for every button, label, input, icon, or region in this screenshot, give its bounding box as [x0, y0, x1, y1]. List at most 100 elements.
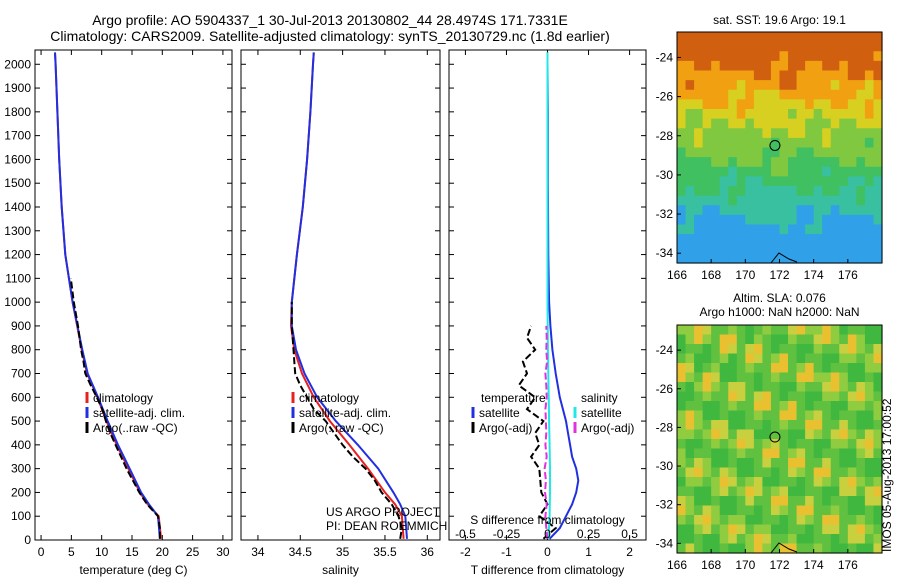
y-tick-label: 0: [24, 533, 31, 547]
heatmap-cell: [864, 89, 875, 100]
heatmap-cell: [813, 51, 823, 62]
heatmap-cell: [728, 137, 738, 149]
heatmap-cell: [719, 60, 729, 72]
heatmap-cell: [753, 157, 764, 168]
legend-label: Argo(-adj): [479, 421, 532, 435]
heatmap-cell: [711, 109, 721, 120]
heatmap-cell: [745, 128, 755, 139]
heatmap-cell: [694, 176, 704, 187]
heatmap-cell: [830, 410, 840, 421]
heatmap-cell: [728, 157, 738, 168]
heatmap-cell: [702, 410, 712, 421]
heatmap-cell: [702, 325, 712, 336]
heatmap-cell: [864, 382, 875, 393]
heatmap-cell: [813, 60, 823, 72]
heatmap-cell: [788, 344, 798, 355]
heatmap-cell: [856, 496, 866, 507]
sla-map-subtitle: Argo h1000: NaN h2000: NaN: [699, 305, 860, 319]
heatmap-cell: [745, 363, 755, 374]
heatmap-cell: [796, 214, 806, 226]
heatmap-cell: [830, 420, 840, 431]
heatmap-cell: [856, 486, 866, 497]
heatmap-cell: [822, 448, 832, 459]
heatmap-cell: [856, 195, 866, 206]
heatmap-cell: [685, 363, 695, 374]
heatmap-cell: [839, 391, 849, 402]
heatmap-cell: [745, 147, 755, 158]
heatmap-cell: [839, 325, 849, 336]
heatmap-cell: [830, 195, 840, 206]
heatmap-cell: [685, 496, 695, 507]
heatmap-cell: [685, 195, 695, 206]
heatmap-cell: [856, 32, 866, 43]
heatmap-cell: [745, 166, 755, 177]
heatmap-cell: [864, 420, 875, 431]
heatmap-cell: [753, 234, 764, 245]
heatmap-cell: [779, 325, 789, 336]
heatmap-cell: [796, 448, 806, 459]
heatmap-cell: [847, 195, 857, 206]
y-tick-label: 800: [11, 343, 31, 357]
heatmap-cell: [685, 51, 695, 62]
heatmap-cell: [736, 89, 746, 100]
heatmap-cell: [779, 89, 789, 100]
heatmap-cell: [685, 109, 695, 120]
heatmap-cell: [736, 224, 746, 235]
heatmap-cell: [762, 128, 772, 139]
heatmap-cell: [864, 391, 875, 402]
heatmap-cell: [847, 391, 857, 402]
timestamp-stamp: IMOS 05-Aug-2013 17:00:52: [880, 398, 894, 552]
heatmap-cell: [864, 186, 875, 197]
heatmap-cell: [864, 243, 875, 254]
heatmap-cell: [728, 382, 738, 393]
heatmap-cell: [873, 363, 883, 374]
heatmap-cell: [711, 41, 721, 52]
heatmap-cell: [770, 467, 781, 478]
heatmap-cell: [745, 224, 755, 235]
heatmap-cell: [796, 458, 806, 469]
heatmap-cell: [830, 253, 840, 264]
legend-label: satellite: [479, 406, 520, 420]
heatmap-cell: [702, 382, 712, 393]
heatmap-cell: [856, 109, 866, 120]
heatmap-cell: [677, 214, 687, 226]
heatmap-cell: [694, 382, 704, 393]
heatmap-cell: [839, 524, 849, 535]
heatmap-cell: [839, 486, 849, 497]
heatmap-cell: [822, 157, 832, 168]
heatmap-cell: [813, 401, 823, 412]
heatmap-cell: [847, 420, 857, 431]
heatmap-cell: [762, 534, 772, 545]
heatmap-cell: [830, 109, 840, 120]
y-tick-label: 400: [11, 438, 31, 452]
y-tick-label: -28: [656, 420, 674, 434]
heatmap-cell: [788, 89, 798, 100]
heatmap-cell: [770, 166, 781, 177]
heatmap-cell: [745, 80, 755, 91]
top-x-axis-label: S difference from climatology: [470, 513, 625, 527]
heatmap-cell: [702, 60, 712, 72]
sst-map-title: sat. SST: 19.6 Argo: 19.1: [713, 13, 846, 27]
heatmap-cell: [770, 382, 781, 393]
x-tick-label: 1: [585, 545, 592, 559]
heatmap-cell: [753, 477, 764, 488]
heatmap-cell: [805, 157, 815, 168]
heatmap-cell: [753, 109, 764, 120]
heatmap-cell: [711, 214, 721, 226]
heatmap-cell: [873, 128, 883, 139]
series-line-argo-raw-qc-: [69, 278, 161, 539]
heatmap-cell: [847, 51, 857, 62]
heatmap-cell: [873, 80, 883, 91]
heatmap-cell: [796, 157, 806, 168]
heatmap-cell: [779, 41, 789, 52]
heatmap-cell: [856, 224, 866, 235]
heatmap-cell: [805, 467, 815, 478]
heatmap-cell: [830, 89, 840, 100]
heatmap-cell: [753, 253, 764, 264]
x-tick-label: -2: [460, 545, 471, 559]
heatmap-cell: [745, 137, 755, 149]
heatmap-cell: [796, 429, 806, 440]
heatmap-cell: [847, 534, 857, 545]
heatmap-cell: [847, 89, 857, 100]
heatmap-cell: [788, 353, 798, 364]
